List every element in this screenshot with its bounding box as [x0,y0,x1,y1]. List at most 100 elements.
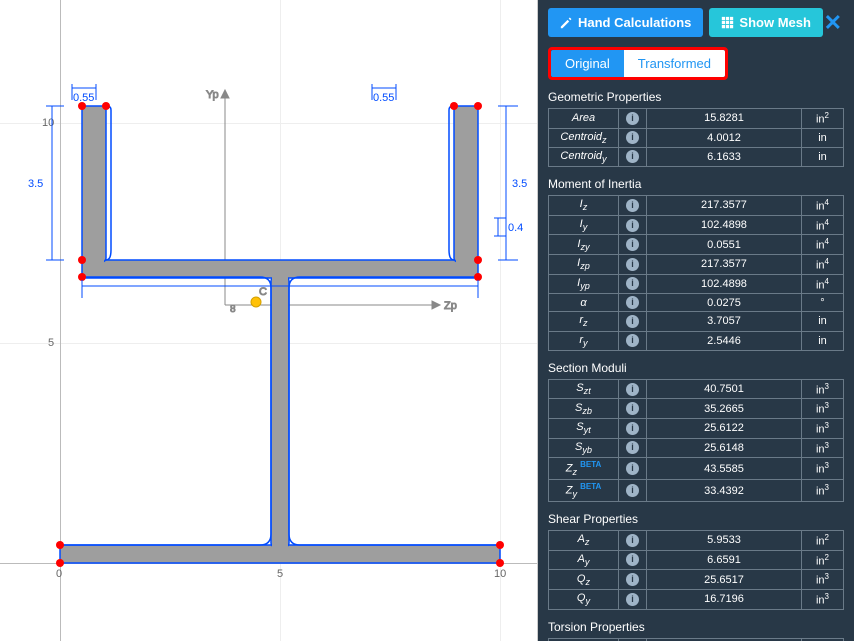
tab-original[interactable]: Original [551,50,624,77]
property-value: 0.0275 [647,294,802,312]
info-icon[interactable]: i [626,534,639,547]
property-unit: in3 [802,480,844,502]
info-icon[interactable]: i [626,199,639,212]
hand-calculations-button[interactable]: Hand Calculations [548,8,703,37]
property-unit: in3 [802,458,844,480]
properties-panel: Hand Calculations Show Mesh ✕ Original T… [538,0,854,641]
property-value: 6.1633 [647,147,802,166]
table-row: Szbi35.2665in3 [549,399,844,419]
tab-transformed[interactable]: Transformed [624,50,725,77]
svg-text:Yp: Yp [206,89,219,101]
property-symbol: Izp [549,255,619,275]
sm-table: Szti40.7501in3Szbi35.2665in3Syti25.6122i… [548,379,844,502]
info-cell: i [619,312,647,331]
top-buttons: Hand Calculations Show Mesh [548,8,844,37]
property-symbol: Zz BETA [549,458,619,480]
info-icon[interactable]: i [626,258,639,271]
property-value: 25.6148 [647,438,802,458]
info-icon[interactable]: i [626,150,639,163]
tabs-highlighted: Original Transformed [548,47,728,80]
info-cell: i [619,128,647,147]
info-icon[interactable]: i [626,131,639,144]
table-row: Centroidy i 6.1633in [549,147,844,166]
info-icon[interactable]: i [626,238,639,251]
info-icon[interactable]: i [626,402,639,415]
table-row: Syti25.6122in3 [549,419,844,439]
torsion-table: Ji1.0877in4ri0.598inIwi1139.38in6 [548,638,844,641]
property-value: 40.7501 [647,379,802,399]
info-icon[interactable]: i [626,441,639,454]
info-icon[interactable]: i [626,334,639,347]
property-symbol: Izy [549,235,619,255]
info-cell: i [619,331,647,350]
info-cell: i [619,570,647,590]
table-row: Iyi102.4898in4 [549,215,844,235]
property-unit: in3 [802,589,844,609]
info-cell: i [619,419,647,439]
show-mesh-button[interactable]: Show Mesh [709,8,823,37]
info-icon[interactable]: i [626,383,639,396]
info-cell: i [619,147,647,166]
property-value: 15.8281 [647,109,802,129]
info-icon[interactable]: i [626,315,639,328]
property-value: 102.4898 [647,215,802,235]
property-symbol: Syt [549,419,619,439]
property-unit: in3 [802,419,844,439]
info-cell: i [619,274,647,294]
info-cell: i [619,255,647,275]
table-row: Zz BETAi43.5585in3 [549,458,844,480]
property-symbol: Centroidz [549,128,619,147]
table-row: Izpi217.3577in4 [549,255,844,275]
hand-calc-label: Hand Calculations [578,15,691,30]
property-symbol: Szt [549,379,619,399]
property-unit: in [802,128,844,147]
info-icon[interactable]: i [626,484,639,497]
property-symbol: Area [549,109,619,129]
info-icon[interactable]: i [626,219,639,232]
info-icon[interactable]: i [626,462,639,475]
property-unit: in4 [802,235,844,255]
info-cell: i [619,379,647,399]
property-unit: in4 [802,274,844,294]
info-cell: i [619,531,647,551]
info-cell: i [619,480,647,502]
grid-icon [721,16,734,29]
info-icon[interactable]: i [626,422,639,435]
info-icon[interactable]: i [626,593,639,606]
geom-title: Geometric Properties [548,90,844,104]
svg-text:8: 8 [230,304,236,315]
property-value: 102.4898 [647,274,802,294]
property-value: 33.4392 [647,480,802,502]
info-icon[interactable]: i [626,112,639,125]
table-row: Zy BETAi33.4392in3 [549,480,844,502]
property-value: 3.7057 [647,312,802,331]
property-symbol: Centroidy [549,147,619,166]
table-row: Qyi 16.7196in3 [549,589,844,609]
property-symbol: Qz [549,570,619,590]
table-row: Szti40.7501in3 [549,379,844,399]
property-symbol: Iyp [549,274,619,294]
info-cell: i [619,458,647,480]
info-cell: i [619,235,647,255]
table-row: ryi2.5446in [549,331,844,350]
dim-flange-w-left: 0.55 [73,92,94,104]
info-icon[interactable]: i [626,296,639,309]
property-symbol: Qy [549,589,619,609]
info-icon[interactable]: i [626,553,639,566]
sm-title: Section Moduli [548,361,844,375]
property-unit: in [802,312,844,331]
property-value: 0.0551 [647,235,802,255]
info-icon[interactable]: i [626,277,639,290]
property-unit: in4 [802,215,844,235]
torsion-title: Torsion Properties [548,620,844,634]
close-icon[interactable]: ✕ [824,10,842,36]
property-unit: in3 [802,570,844,590]
table-row: Sybi25.6148in3 [549,438,844,458]
property-unit: in [802,331,844,350]
property-value: 16.7196 [647,589,802,609]
property-unit: in [802,147,844,166]
table-row: Centroidzi4.0012in [549,128,844,147]
info-icon[interactable]: i [626,573,639,586]
property-symbol: Syb [549,438,619,458]
property-symbol: ry [549,331,619,350]
